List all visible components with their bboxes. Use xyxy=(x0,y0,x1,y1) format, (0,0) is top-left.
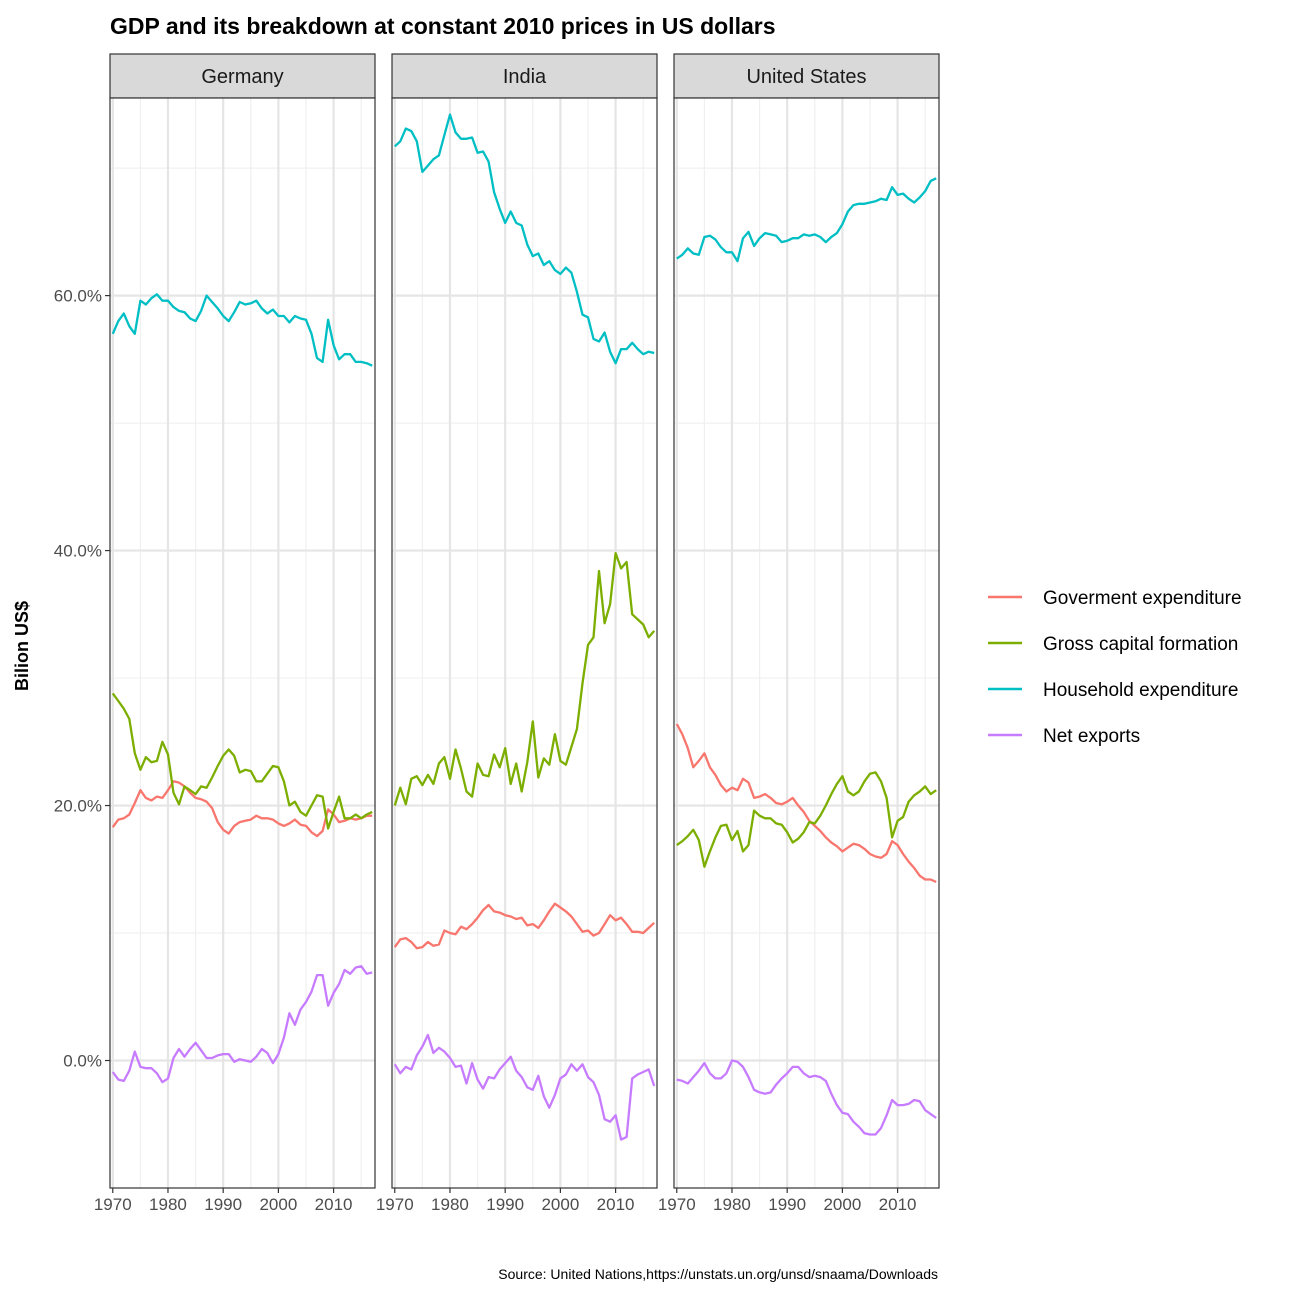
series-line-goverment-expenditure-germany xyxy=(111,780,373,838)
panel-border-united-states xyxy=(673,97,940,1189)
panel-background-india xyxy=(392,98,657,1188)
x-tick-label: 1990 xyxy=(486,1195,524,1214)
legend-label-household-expenditure: Household expenditure xyxy=(1043,680,1238,701)
y-axis-label: Bilion US$ xyxy=(12,601,32,691)
legend-item-goverment-expenditure: Goverment expenditure xyxy=(988,588,1242,609)
x-tick-label: 1970 xyxy=(658,1195,696,1214)
x-tick-label: 1980 xyxy=(713,1195,751,1214)
y-tick-label: 0.0% xyxy=(63,1052,102,1071)
series-line-goverment-expenditure-united-states xyxy=(675,723,937,884)
series-line-net-exports-united-states xyxy=(676,1059,937,1136)
panel-germany: Germany 1970 1980 1990 2000 2010 xyxy=(94,53,376,1214)
facet-label-india: India xyxy=(503,66,547,88)
y-tick-label: 60.0% xyxy=(54,287,102,306)
series-line-household-expenditure-germany xyxy=(111,293,373,367)
x-tick-label: 2000 xyxy=(541,1195,579,1214)
series-line-net-exports-germany xyxy=(111,965,373,1084)
y-tick-label: 40.0% xyxy=(54,542,102,561)
facet-panels: Germany 1970 1980 1990 2000 2010 India 1970 1980… xyxy=(94,53,940,1214)
panel-background-germany xyxy=(110,98,375,1188)
gridlines-united-states xyxy=(674,98,939,1188)
facet-label-germany: Germany xyxy=(201,66,283,88)
gridlines-india xyxy=(392,98,657,1188)
series-line-gross-capital-formation-india xyxy=(393,551,656,806)
legend-label-net-exports: Net exports xyxy=(1043,726,1140,747)
series-line-net-exports-india xyxy=(393,1033,656,1141)
legend-label-gross-capital-formation: Gross capital formation xyxy=(1043,634,1238,655)
series-line-goverment-expenditure-india xyxy=(393,902,655,950)
chart-title: GDP and its breakdown at constant 2010 p… xyxy=(110,13,776,39)
x-tick-label: 2000 xyxy=(823,1195,861,1214)
panel-united-states: United States 1970 1980 1990 2000 2010 xyxy=(658,53,940,1214)
panel-border-germany xyxy=(109,97,376,1189)
facet-strip-germany xyxy=(109,53,376,99)
x-tick-label: 1990 xyxy=(204,1195,242,1214)
x-tick-label: 1980 xyxy=(431,1195,469,1214)
legend: Goverment expenditure Gross capital forma… xyxy=(988,588,1242,747)
facet-strip-india xyxy=(391,53,658,99)
x-tick-label: 1970 xyxy=(94,1195,132,1214)
series-line-gross-capital-formation-germany xyxy=(111,692,373,830)
legend-item-gross-capital-formation: Gross capital formation xyxy=(988,634,1238,655)
series-line-household-expenditure-india xyxy=(394,113,655,365)
x-tick-label: 1980 xyxy=(149,1195,187,1214)
legend-label-goverment-expenditure: Goverment expenditure xyxy=(1043,588,1242,609)
panel-india: India 1970 1980 1990 2000 2010 xyxy=(376,53,658,1214)
x-tick-label: 1970 xyxy=(376,1195,414,1214)
panel-border-india xyxy=(391,97,658,1189)
series-line-household-expenditure-united-states xyxy=(676,177,937,263)
y-axis: 0.0% 20.0% 40.0% 60.0% xyxy=(54,287,110,1071)
y-tick-label: 20.0% xyxy=(54,797,102,816)
series-line-gross-capital-formation-united-states xyxy=(676,771,937,868)
source-caption: Source: United Nations,https://unstats.u… xyxy=(498,1266,938,1282)
x-tick-label: 2000 xyxy=(259,1195,297,1214)
x-tick-label: 2010 xyxy=(315,1195,353,1214)
x-tick-label: 1990 xyxy=(768,1195,806,1214)
panel-background-united-states xyxy=(674,98,939,1188)
gridlines-germany xyxy=(110,98,375,1188)
facet-label-united-states: United States xyxy=(746,66,866,88)
x-tick-label: 2010 xyxy=(879,1195,917,1214)
legend-item-household-expenditure: Household expenditure xyxy=(988,680,1238,701)
legend-item-net-exports: Net exports xyxy=(988,726,1140,747)
x-tick-label: 2010 xyxy=(597,1195,635,1214)
